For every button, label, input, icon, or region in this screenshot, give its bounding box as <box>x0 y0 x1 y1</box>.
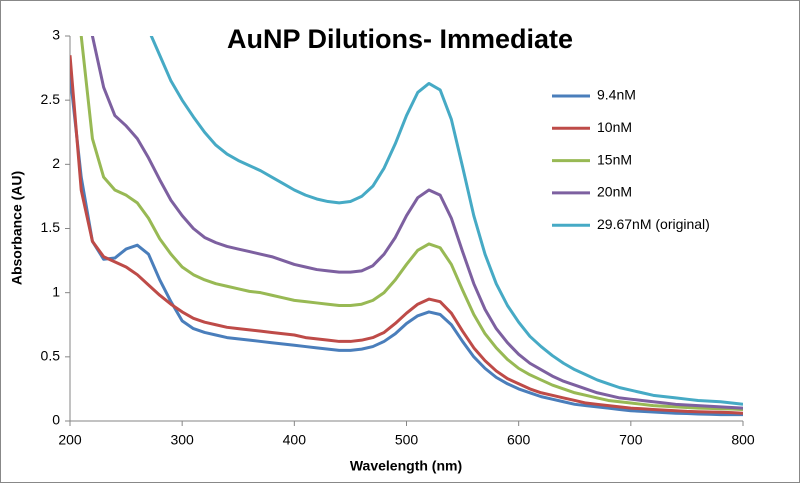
series-line <box>70 55 743 415</box>
legend-label: 29.67nM (original) <box>597 216 710 232</box>
x-tick-label: 700 <box>619 432 643 448</box>
y-tick-label: 3 <box>52 27 60 43</box>
y-tick-label: 0.5 <box>41 348 61 364</box>
y-axis-label: Absorbance (AU) <box>9 171 25 285</box>
legend-label: 15nM <box>597 151 632 167</box>
series-line <box>79 36 743 411</box>
series-line <box>149 36 743 406</box>
series-line <box>90 36 743 410</box>
y-tick-label: 0 <box>52 412 60 428</box>
y-tick-label: 1.5 <box>41 219 61 235</box>
x-tick-label: 600 <box>507 432 531 448</box>
chart-title: AuNP Dilutions- Immediate <box>227 24 573 54</box>
x-axis-label: Wavelength (nm) <box>350 458 462 474</box>
x-tick-label: 200 <box>58 432 82 448</box>
series-line <box>70 74 743 417</box>
y-tick-label: 2 <box>52 155 60 171</box>
x-tick-label: 800 <box>731 432 755 448</box>
x-tick-label: 400 <box>283 432 307 448</box>
x-tick-label: 500 <box>395 432 419 448</box>
y-tick-label: 1 <box>52 283 60 299</box>
legend-label: 20nM <box>597 184 632 200</box>
legend-label: 10nM <box>597 119 632 135</box>
legend-label: 9.4nM <box>597 87 636 103</box>
y-tick-label: 2.5 <box>41 91 61 107</box>
x-tick-label: 300 <box>170 432 194 448</box>
